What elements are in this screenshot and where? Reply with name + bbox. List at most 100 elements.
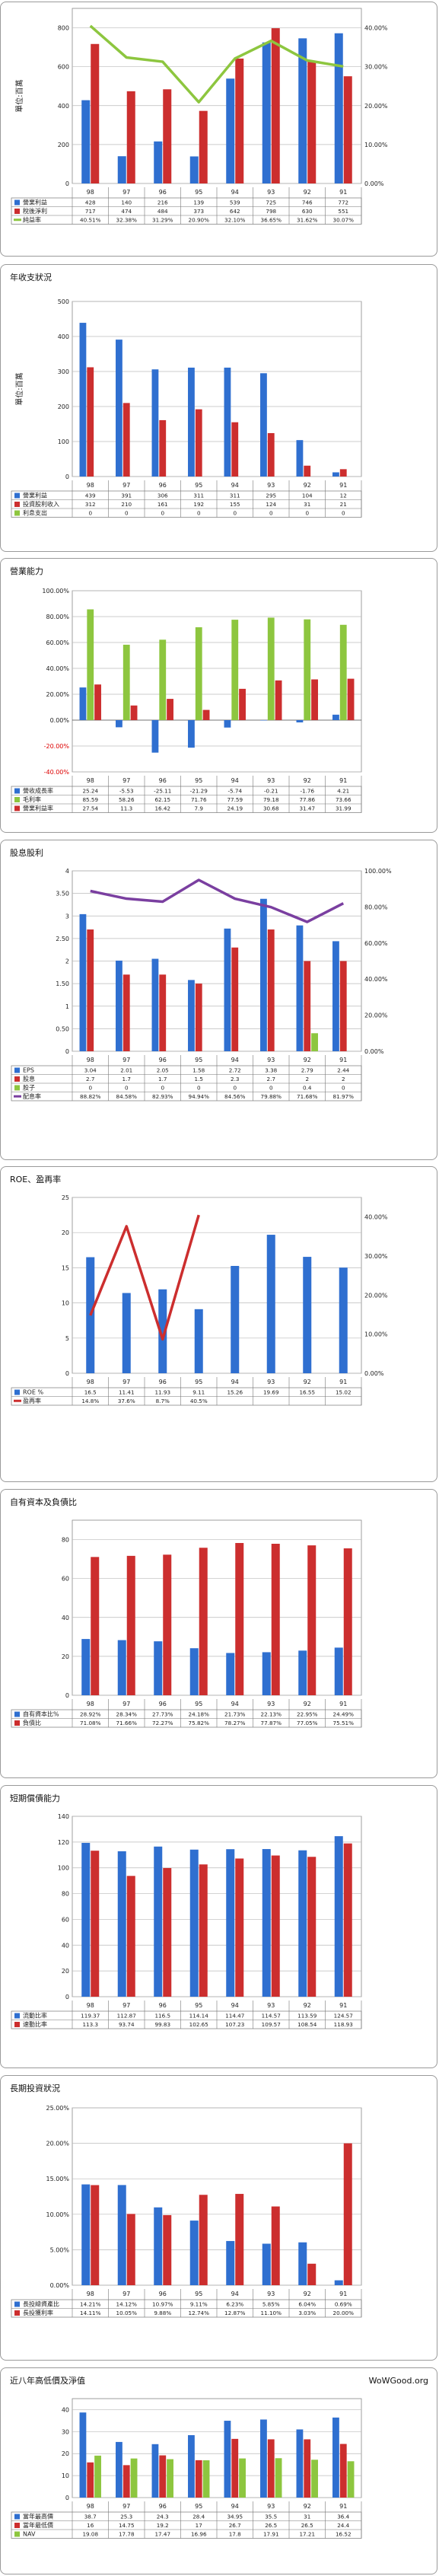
plot-area [72,1197,362,1374]
bar-equity-1-7 [343,1548,352,1695]
y-tick-label: 20 [62,1229,69,1236]
y-tick-label: 0 [65,473,69,480]
bar-profit-1-3 [199,110,208,183]
x-tick-label: 98 [87,2291,94,2297]
table-cell: 75.51% [333,1720,355,1726]
bar-solvency-1-4 [235,1858,244,1997]
legend-label: 當年最低價 [23,2521,53,2529]
chart-panel-annual: 年收支狀況 0 100 200 300 400 500 單位:百萬 98 97 96 95 94 93 92… [0,264,437,552]
x-tick-label: 92 [304,1379,311,1385]
table-cell: 75.82% [189,1720,210,1726]
legend-label: 長投總資產比 [23,2300,59,2308]
bar-ability-0-3 [188,720,195,748]
bar-annual-1-5 [267,432,275,477]
y-tick-label: 0 [65,2495,69,2501]
table-cell: 99.83 [154,2021,170,2028]
plot-area [72,2107,362,2286]
table-cell: 14.11% [80,2310,101,2316]
bar-profit-0-0 [81,100,91,183]
legend-label: 純益率 [23,216,41,224]
legend-label: 配息率 [23,1092,41,1100]
table-cell: 0 [233,510,237,517]
table-cell: 746 [302,199,313,206]
table-cell: 20.00% [333,2310,355,2316]
table-cell: 34.95 [227,2514,243,2520]
table-cell: 3.38 [265,1067,277,1074]
table-cell: 17.21 [299,2531,315,2538]
x-tick-label: 91 [339,1701,347,1707]
bar-price-2-1 [130,2458,138,2498]
table-cell: 26.7 [229,2522,241,2529]
legend-key [14,199,20,206]
bar-equity-1-6 [307,1545,317,1695]
y-tick-label: 0 [65,1692,69,1699]
legend-key [14,502,20,507]
bar-profit-1-4 [235,58,244,183]
x-tick-label: 96 [159,1057,167,1063]
y-tick-label: 60 [62,1576,69,1583]
x-tick-label: 92 [304,777,311,784]
x-tick-label: 93 [267,777,275,784]
bar-solvency-0-3 [189,1849,199,1997]
bar-roe-0-6 [303,1257,312,1373]
y2-tick-label: 0.00% [364,1370,384,1377]
chart-svg-equity: 自有資本及負債比 0 20 40 60 80 98 97 96 95 94 93 92 91 自有資本比% 2… [10,1497,362,1728]
bar-price-1-2 [159,2455,167,2498]
table-cell: 139 [193,199,204,206]
x-tick-label: 94 [231,482,239,489]
bar-invest-0-3 [189,2221,199,2285]
y-tick-label: 10 [62,1300,69,1307]
bar-annual-1-6 [304,465,311,477]
table-cell: 31.47 [299,805,315,812]
y-tick-label: 40.00% [46,665,69,672]
plot-area [72,2398,362,2498]
table-cell: 16.5 [84,1389,97,1396]
legend-label: 營業利益率 [23,805,53,812]
table-cell: 216 [157,199,168,206]
table-cell: 114.14 [189,2013,209,2020]
line-roe-0 [89,1214,200,1341]
bar-dividend-2-6 [311,1033,318,1051]
bar-price-1-1 [122,2465,130,2498]
table-cell: 21.73% [224,1711,246,1718]
table-cell: 10.05% [116,2310,138,2316]
bar-solvency-0-0 [81,1842,91,1997]
y2-tick-label: 40.00% [364,1214,388,1221]
table-cell: 28.34% [116,1711,138,1718]
x-tick-label: 98 [87,2002,94,2009]
bar-invest-0-5 [262,2243,271,2285]
table-cell: 71.76 [191,796,207,803]
y-tick-label: 15.00% [46,2176,69,2182]
bar-invest-1-7 [343,2143,352,2285]
bar-price-1-6 [304,2439,311,2498]
table-cell: 295 [266,493,276,499]
table-cell: 27.54 [82,805,98,812]
bar-price-2-3 [202,2460,210,2498]
x-tick-label: 91 [339,1057,347,1063]
legend-label: 營收成長率 [23,787,53,795]
table-cell: 77.87% [261,1720,282,1726]
y-tick-label: 500 [58,298,69,305]
legend-label: 營業利益 [23,199,47,206]
chart-svg-solvency: 短期償債能力 0 20 40 60 80 100 120 140 98 97 96 95 94 93 92 91… [10,1793,362,2029]
y-axis-label: 單位:百萬 [14,372,24,405]
bar-dividend-0-0 [79,913,87,1051]
legend-label: 稅後淨利 [23,207,47,215]
x-tick-label: 95 [195,1379,202,1385]
bar-profit-1-5 [271,28,280,183]
chart-svg-annual: 年收支狀況 0 100 200 300 400 500 單位:百萬 98 97 96 95 94 93 92… [10,272,362,518]
table-cell: 0 [269,1085,273,1092]
table-cell: 11.3 [120,805,132,812]
x-tick-label: 91 [339,1379,347,1385]
table-cell: 31.99 [336,805,352,812]
table-cell: 798 [266,208,276,215]
y2-tick-label: 40.00% [364,25,388,32]
legend-label: 速動比率 [23,2020,47,2028]
bar-dividend-1-2 [159,974,167,1051]
legend-key [14,797,20,802]
bar-price-0-6 [296,2429,304,2498]
x-tick-label: 95 [195,1057,202,1063]
y2-tick-label: 0.00% [364,180,384,187]
table-cell: 11.93 [154,1389,170,1396]
table-cell: 28.92% [80,1711,101,1718]
